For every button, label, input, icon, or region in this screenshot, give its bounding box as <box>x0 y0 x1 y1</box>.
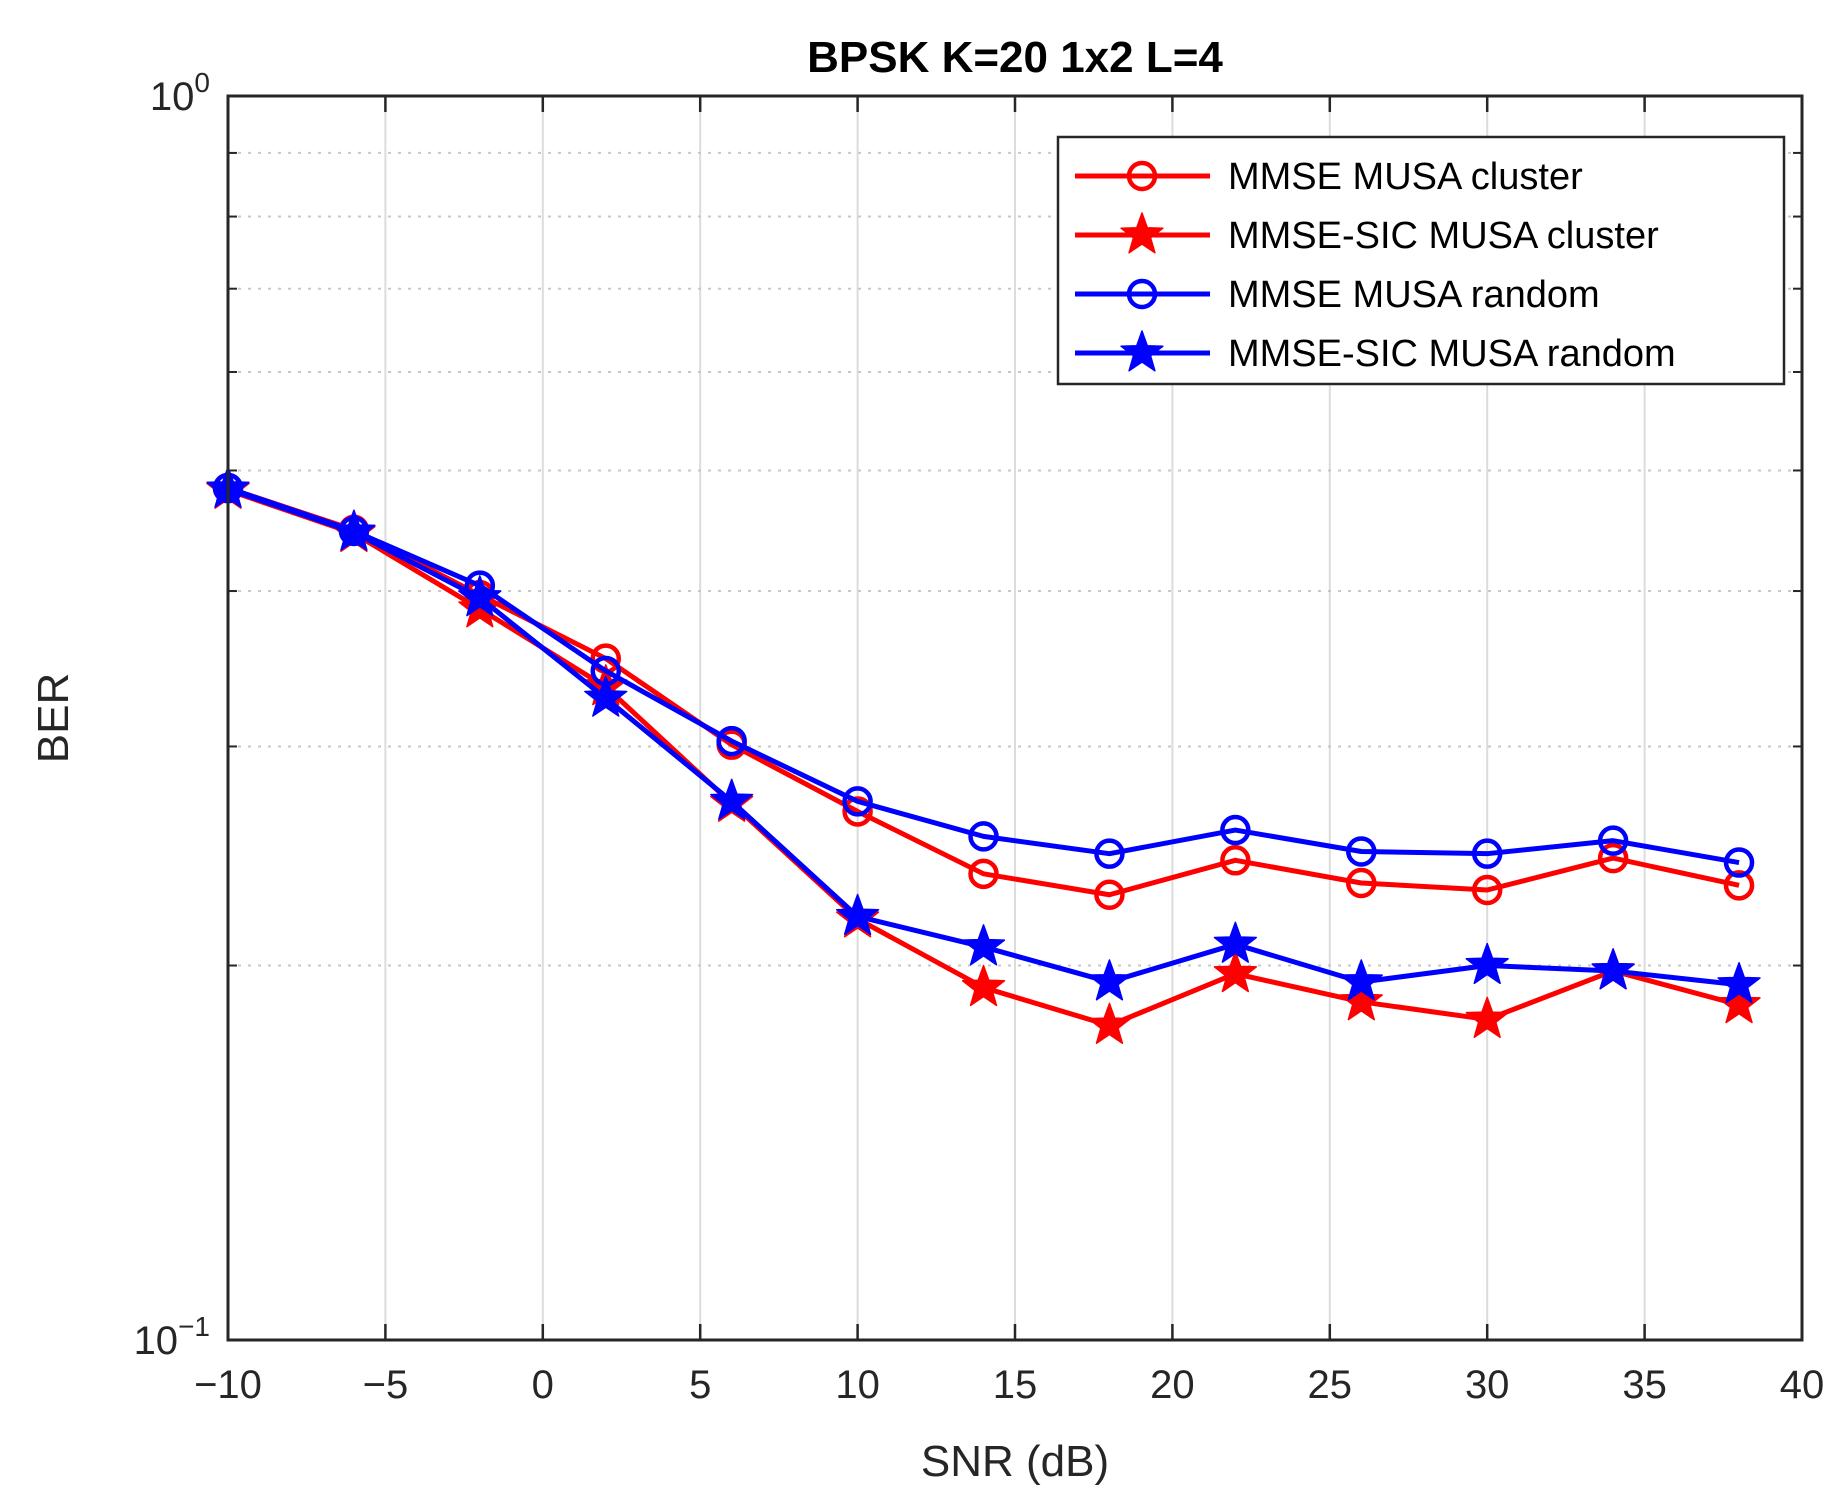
x-tick-label: −5 <box>363 1363 409 1407</box>
y-tick-base: 10 <box>150 75 195 119</box>
data-point-circle <box>1597 825 1629 856</box>
legend-entries: MMSE MUSA cluster MMSE-SIC MUSA cluster MM… <box>1075 156 1676 375</box>
data-point-star <box>835 893 880 936</box>
legend-marker-star <box>1120 330 1164 372</box>
legend-marker-circle <box>1126 160 1158 192</box>
data-point-circle <box>968 821 999 852</box>
legend-entry: MMSE-SIC MUSA random <box>1075 330 1676 375</box>
y-tick-base: 10 <box>134 1319 179 1363</box>
legend-entry: MMSE MUSA random <box>1075 274 1600 316</box>
legend-entry: MMSE MUSA cluster <box>1075 156 1583 198</box>
x-tick-label: 40 <box>1780 1363 1825 1407</box>
x-tick-label: 25 <box>1308 1363 1353 1407</box>
data-point-star <box>1339 959 1383 1001</box>
legend-label: MMSE-SIC MUSA cluster <box>1228 215 1659 257</box>
x-tick-label: −10 <box>194 1363 262 1407</box>
x-tick-label: 0 <box>532 1363 554 1407</box>
data-point-circle <box>968 858 999 890</box>
legend-marker-circle <box>1126 278 1158 310</box>
data-point-circle <box>1346 867 1377 899</box>
y-tick-label: 100 <box>150 67 210 119</box>
data-point-star <box>332 509 376 551</box>
legend-label: MMSE-SIC MUSA random <box>1228 333 1676 375</box>
data-point-star <box>961 964 1006 1007</box>
data-point-star <box>1087 1002 1132 1044</box>
chart-title: BPSK K=20 1x2 L=4 <box>807 33 1223 82</box>
data-point-star <box>710 778 754 820</box>
data-point-circle <box>1723 870 1755 901</box>
x-tick-label: 35 <box>1622 1363 1667 1407</box>
data-point-circle <box>1471 874 1503 906</box>
data-point-circle <box>1346 836 1377 867</box>
data-point-star <box>458 575 502 617</box>
data-point-circle <box>1723 847 1755 878</box>
y-tick-exponent: −1 <box>178 1311 210 1342</box>
data-point-star <box>1465 942 1509 985</box>
data-point-circle <box>1094 879 1125 910</box>
data-point-star <box>1213 921 1258 963</box>
y-axis-label: BER <box>29 673 78 763</box>
y-tick-label: 10−1 <box>134 1311 210 1363</box>
plot-frame <box>226 94 1804 1342</box>
data-point-star <box>1717 981 1761 1024</box>
data-point-circle <box>1220 845 1251 876</box>
data-point-circle <box>842 796 873 827</box>
data-point-star <box>1717 962 1761 1004</box>
data-point-circle <box>1471 838 1503 869</box>
x-tick-label: 20 <box>1150 1363 1195 1407</box>
data-point-star <box>1213 950 1258 993</box>
x-tick-label: 30 <box>1465 1363 1510 1407</box>
data-point-circle <box>1220 814 1251 846</box>
x-tick-label: 15 <box>993 1363 1038 1407</box>
legend-entry: MMSE-SIC MUSA cluster <box>1075 212 1659 257</box>
x-tick-label: 10 <box>835 1363 880 1407</box>
data-point-star <box>1465 996 1509 1038</box>
data-point-circle <box>842 786 873 817</box>
legend-label: MMSE MUSA cluster <box>1228 156 1583 198</box>
x-tick-labels: −10 −5 0 5 10 15 20 25 30 35 40 <box>194 1363 1824 1407</box>
x-tick-label: 5 <box>689 1363 711 1407</box>
legend-marker-star <box>1120 212 1164 254</box>
data-point-star <box>1339 979 1383 1021</box>
data-point-circle <box>716 725 747 757</box>
y-tick-exponent: 0 <box>194 67 210 98</box>
legend: MMSE MUSA cluster MMSE-SIC MUSA cluster MM… <box>1056 135 1786 386</box>
data-point-star <box>961 924 1006 966</box>
data-point-star <box>584 675 628 717</box>
legend-label: MMSE MUSA random <box>1228 274 1600 316</box>
data-point-star <box>1591 948 1635 990</box>
x-axis-label: SNR (dB) <box>921 1437 1109 1486</box>
data-point-circle <box>1597 842 1629 874</box>
data-point-circle <box>1094 838 1125 869</box>
data-point-star <box>1087 959 1132 1001</box>
